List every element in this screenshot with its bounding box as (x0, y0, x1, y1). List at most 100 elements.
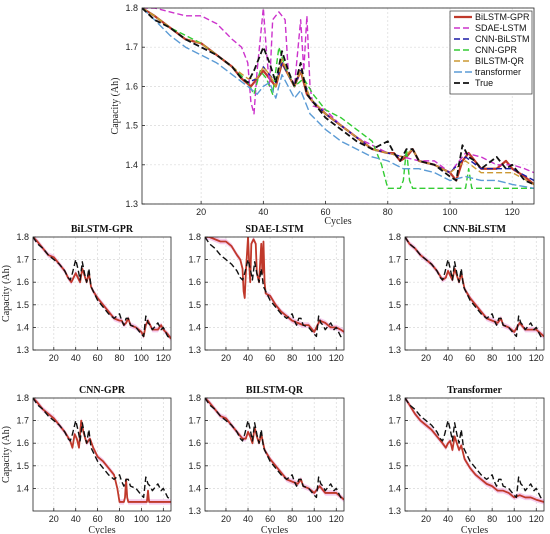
series-group (33, 398, 171, 505)
y-tick-label: 1.4 (188, 483, 201, 493)
series-line-true (405, 237, 544, 340)
y-tick-label: 1.5 (188, 461, 201, 471)
y-axis-label: Capacity (Ah) (1, 426, 12, 483)
axes-frame (204, 236, 345, 351)
y-tick-label: 1.3 (188, 345, 201, 355)
x-tick-label: 40 (243, 353, 253, 363)
x-tick-label: 100 (307, 353, 322, 363)
legend-label: CNN-BiLSTM (475, 34, 530, 44)
y-tick-label: 1.3 (125, 199, 138, 209)
legend: BiLSTM-GPRSDAE-LSTMCNN-BiLSTMCNN-GPRBILS… (449, 10, 533, 95)
y-tick-label: 1.4 (16, 483, 29, 493)
x-tick-label: 60 (93, 353, 103, 363)
y-tick-label: 1.7 (388, 416, 401, 426)
series-line-prediction (33, 237, 171, 340)
legend-box (449, 10, 533, 95)
y-tick-label: 1.7 (16, 416, 29, 426)
y-tick-label: 1.7 (125, 42, 138, 52)
y-tick-label: 1.6 (188, 277, 201, 287)
x-tick-label: 40 (243, 514, 253, 524)
chart-title: SDAE-LSTM (245, 224, 304, 235)
y-tick-label: 1.5 (188, 300, 201, 310)
series-line-transformer (142, 8, 534, 190)
series-line-true (405, 398, 544, 501)
y-tick-label: 1.6 (388, 438, 401, 448)
x-tick-label: 80 (383, 207, 393, 217)
x-tick-label: 80 (115, 353, 125, 363)
x-tick-label: 20 (221, 353, 231, 363)
y-tick-label: 1.8 (188, 232, 201, 242)
chart-transformer: 20 40 60 80 100 120 1.3 1.4 1.5 1.6 1.7 1.8 Transfor… (388, 385, 545, 534)
x-tick-label: 60 (93, 514, 103, 524)
y-tick-label: 1.6 (16, 438, 29, 448)
y-tick-label: 1.4 (188, 322, 201, 332)
axes-frame (404, 236, 545, 351)
y-tick-label: 1.6 (388, 277, 401, 287)
chart-main: 20 40 60 80 100 120 1.3 1.4 1.5 1.6 1.7 1.8 Cycles Ca… (110, 3, 535, 227)
x-tick-label: 60 (265, 353, 275, 363)
chart-sdae-lstm: 20 40 60 80 100 120 1.3 1.4 1.5 1.6 1.7 1.8 SDAE-LST… (188, 224, 345, 363)
x-tick-label: 120 (156, 514, 171, 524)
x-tick-label: 40 (443, 514, 453, 524)
axes-frame (32, 236, 172, 351)
chart-title: BILSTM-QR (246, 385, 304, 396)
y-tick-label: 1.8 (388, 232, 401, 242)
x-axis-label: Cycles (261, 525, 288, 534)
x-tick-label: 20 (49, 514, 59, 524)
plot-area (405, 398, 544, 511)
x-tick-label: 100 (307, 514, 322, 524)
y-tick-label: 1.8 (16, 232, 29, 242)
series-line-prediction (405, 398, 544, 503)
chart-bilstm-qr: 20 40 60 80 100 120 1.3 1.4 1.5 1.6 1.7 1.8 BILSTM-Q… (188, 385, 345, 534)
y-tick-label: 1.4 (16, 322, 29, 332)
y-tick-label: 1.7 (188, 255, 201, 265)
series-line-prediction (205, 237, 344, 333)
x-tick-label: 120 (329, 353, 344, 363)
x-tick-label: 80 (115, 514, 125, 524)
x-tick-label: 100 (442, 207, 457, 217)
series-group (405, 398, 544, 505)
x-axis-label: Cycles (88, 525, 115, 534)
y-tick-label: 1.3 (16, 345, 29, 355)
x-tick-label: 40 (258, 207, 268, 217)
x-tick-label: 100 (134, 514, 149, 524)
x-tick-label: 120 (529, 514, 544, 524)
x-axis-label: Cycles (461, 525, 488, 534)
confidence-band (205, 237, 344, 335)
series-line-true (205, 237, 344, 340)
x-tick-label: 60 (465, 353, 475, 363)
x-tick-label: 60 (265, 514, 275, 524)
series-group (205, 237, 344, 340)
plot-area (33, 237, 171, 350)
axes-frame (404, 397, 545, 512)
x-tick-label: 80 (287, 353, 297, 363)
x-tick-label: 100 (134, 353, 149, 363)
y-tick-label: 1.4 (125, 160, 138, 170)
x-tick-label: 80 (287, 514, 297, 524)
confidence-band (205, 398, 344, 503)
chart-title: CNN-BiLSTM (443, 224, 506, 235)
y-tick-label: 1.7 (188, 416, 201, 426)
legend-label: BILSTM-QR (475, 56, 525, 66)
y-tick-label: 1.6 (188, 438, 201, 448)
x-axis-label: Cycles (324, 216, 351, 227)
y-tick-label: 1.4 (388, 483, 401, 493)
y-tick-label: 1.3 (388, 345, 401, 355)
x-tick-label: 20 (421, 514, 431, 524)
legend-label: CNN-GPR (475, 45, 517, 55)
y-axis-label: Capacity (Ah) (110, 78, 121, 135)
x-tick-label: 60 (465, 514, 475, 524)
series-line-true (33, 398, 171, 501)
y-tick-label: 1.3 (388, 506, 401, 516)
legend-label: True (475, 78, 493, 88)
series-line-true (33, 237, 171, 340)
chart-title: Transformer (447, 385, 502, 396)
x-tick-label: 120 (156, 353, 171, 363)
axes-frame (141, 7, 535, 205)
series-group (142, 8, 534, 190)
x-tick-label: 80 (487, 353, 497, 363)
y-tick-label: 1.5 (16, 461, 29, 471)
x-tick-label: 40 (71, 353, 81, 363)
